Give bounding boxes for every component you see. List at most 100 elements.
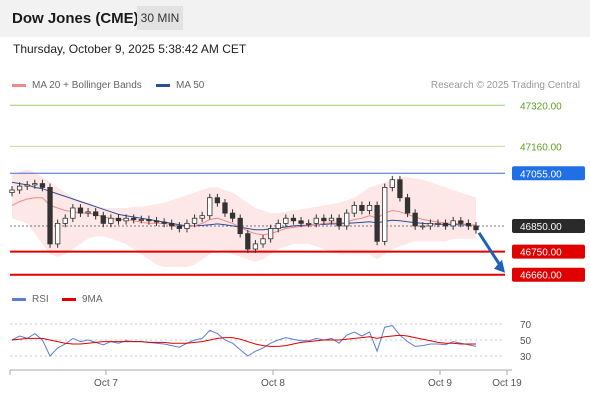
candle-body-16 <box>131 217 137 220</box>
candle-body-45 <box>351 205 357 214</box>
candle-body-36 <box>283 217 289 224</box>
candle-body-49 <box>382 187 388 242</box>
candle-body-19 <box>153 220 160 223</box>
ma50-line <box>11 181 477 231</box>
candle-body-54 <box>420 225 426 228</box>
candle-body-60 <box>465 222 472 227</box>
legend-bollinger-label: MA 20 + Bollinger Bands <box>32 80 142 91</box>
bollinger-band-area <box>12 169 476 267</box>
candle-body-21 <box>169 222 175 227</box>
candle-body-51 <box>397 179 403 199</box>
candle-body-32 <box>252 243 259 250</box>
candle-body-61 <box>473 225 479 231</box>
candle-body-59 <box>458 220 464 224</box>
candle-body-9 <box>77 207 84 214</box>
rsi-line <box>11 325 477 357</box>
ma9-swatch <box>62 298 76 301</box>
instrument-title: Dow Jones (CME) <box>12 10 139 27</box>
level-label-1: 47160.00 <box>520 142 562 153</box>
candle-body-5 <box>47 187 53 245</box>
level-label-bg-4 <box>512 244 585 259</box>
legend-bollinger: MA 20 + Bollinger Bands <box>12 80 142 91</box>
candle-body-53 <box>412 212 418 227</box>
candle-body-26 <box>207 197 213 217</box>
candle-body-17 <box>138 219 144 221</box>
bollinger-swatch <box>12 84 26 87</box>
candle-body-4 <box>39 183 46 188</box>
candle-body-33 <box>260 238 266 245</box>
candle-body-52 <box>404 197 411 214</box>
x-tick-label-1: Oct 8 <box>261 378 285 389</box>
rsi-ma9-line <box>11 334 476 347</box>
candle-body-40 <box>313 217 319 224</box>
candle-body-47 <box>366 205 373 211</box>
candle-body-39 <box>306 222 312 225</box>
candle-body-1 <box>16 185 23 191</box>
ma50-swatch <box>156 84 170 87</box>
candle-body-11 <box>93 211 99 217</box>
level-label-5: 46660.00 <box>520 271 562 282</box>
legend-ma50-label: MA 50 <box>176 80 205 91</box>
candle-body-34 <box>267 228 274 240</box>
level-label-bg-5 <box>512 267 585 282</box>
candle-body-24 <box>191 217 198 224</box>
candle-body-56 <box>435 222 441 225</box>
candle-body-44 <box>344 212 350 227</box>
level-label-2: 47055.00 <box>520 169 562 180</box>
legend-rsi-label: RSI <box>32 294 49 305</box>
rsi-tick-label-1: 50 <box>520 336 532 347</box>
candle-body-2 <box>24 184 30 187</box>
legend-rsi: RSI <box>12 294 49 305</box>
candle-body-18 <box>146 219 152 222</box>
candle-body-14 <box>115 217 122 222</box>
level-label-0: 47320.00 <box>520 101 562 112</box>
legend-9ma-label: 9MA <box>82 294 103 305</box>
candle-body-31 <box>245 233 251 250</box>
candle-body-37 <box>290 217 297 222</box>
level-label-4: 46750.00 <box>520 248 562 259</box>
candle-body-35 <box>275 222 281 229</box>
candle-body-6 <box>54 222 61 245</box>
level-label-3: 46850.00 <box>520 222 562 233</box>
candle-body-27 <box>214 197 221 204</box>
candle-body-43 <box>336 217 342 227</box>
candle-body-12 <box>100 215 106 224</box>
candle-body-57 <box>442 222 449 227</box>
candle-body-8 <box>70 207 76 219</box>
x-tick-label-3: Oct 19 <box>492 378 522 389</box>
candle-body-42 <box>328 217 335 222</box>
candle-body-28 <box>222 202 228 214</box>
candle-body-46 <box>359 205 365 211</box>
credit-label: Research © 2025 Trading Central <box>430 80 580 91</box>
candle-body-0 <box>9 189 15 193</box>
timeframe-button[interactable]: 30 MIN <box>137 6 183 30</box>
candle-body-7 <box>62 217 68 224</box>
rsi-tick-label-0: 70 <box>520 320 532 331</box>
level-label-bg-3 <box>512 218 585 233</box>
candle-body-30 <box>237 217 243 235</box>
candle-body-38 <box>298 220 304 224</box>
datetime-label: Thursday, October 9, 2025 5:38:42 AM CET <box>13 42 247 56</box>
candle-body-29 <box>229 212 236 219</box>
forecast-arrow-shaft <box>477 231 503 268</box>
forecast-arrow-head <box>494 259 505 273</box>
candle-body-22 <box>176 225 182 229</box>
level-label-bg-2 <box>512 166 585 181</box>
x-tick-label-2: Oct 9 <box>428 378 452 389</box>
candle-body-55 <box>427 222 434 227</box>
x-tick-label-0: Oct 7 <box>94 378 118 389</box>
candle-body-50 <box>389 179 395 188</box>
candle-body-20 <box>161 221 167 224</box>
candle-body-13 <box>108 217 114 224</box>
candle-body-41 <box>321 217 327 222</box>
legend-9ma: 9MA <box>62 294 103 305</box>
chart-header: Dow Jones (CME) 30 MIN <box>0 0 590 37</box>
candle-body-15 <box>123 217 129 222</box>
candle-body-23 <box>184 222 190 229</box>
candle-body-25 <box>199 215 205 219</box>
rsi-swatch <box>12 298 26 301</box>
candle-body-48 <box>374 205 380 242</box>
rsi-tick-label-2: 30 <box>520 352 532 363</box>
candle-body-10 <box>85 211 91 214</box>
